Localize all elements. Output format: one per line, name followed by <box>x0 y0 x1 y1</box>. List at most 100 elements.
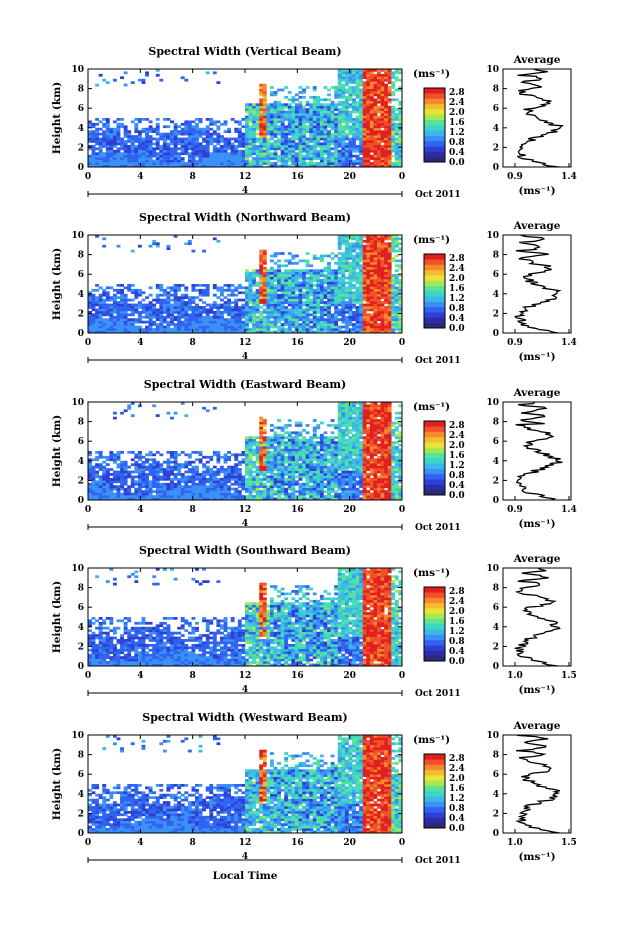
heatmap-cell <box>394 122 399 126</box>
heatmap-cell <box>277 137 281 141</box>
heatmap-cell <box>337 235 342 238</box>
heatmap-cell <box>98 164 103 168</box>
heatmap-cell <box>159 482 164 486</box>
heatmap-cell <box>112 330 117 334</box>
heatmap-cell <box>366 152 371 156</box>
heatmap-cell <box>209 492 214 496</box>
heatmap-cell <box>294 159 299 163</box>
heatmap-cell <box>387 244 392 248</box>
heatmap-cell <box>245 473 249 476</box>
heatmap-cell <box>330 159 335 163</box>
heatmap-cell <box>202 315 207 319</box>
heatmap-cell <box>184 453 189 457</box>
heatmap-cell <box>287 113 292 116</box>
heatmap-cell <box>277 259 281 263</box>
heatmap-cell <box>262 149 267 153</box>
heatmap-cell <box>141 78 146 82</box>
heatmap-cell <box>330 105 335 109</box>
heatmap-cell <box>291 157 296 160</box>
heatmap-cell <box>102 306 107 309</box>
heatmap-cell <box>309 132 314 136</box>
heatmap-cell <box>223 470 228 474</box>
heatmap-cell <box>277 274 281 277</box>
heatmap-cell <box>352 266 356 270</box>
heatmap-cell <box>337 71 342 75</box>
heatmap-cell <box>262 88 267 92</box>
heatmap-cell <box>366 298 371 302</box>
heatmap-cell <box>95 482 100 486</box>
heatmap-cell <box>88 303 92 307</box>
heatmap-cell <box>312 120 317 124</box>
heatmap-cell <box>287 147 292 151</box>
colorbar-tick-label: 0.8 <box>449 304 465 314</box>
heatmap-cell <box>262 83 267 87</box>
heatmap-cell <box>277 315 281 319</box>
heatmap-cell <box>187 239 192 243</box>
heatmap-cell <box>127 288 132 292</box>
heatmap-cell <box>273 162 278 165</box>
heatmap-cell <box>223 137 228 141</box>
heatmap-cell <box>230 142 235 146</box>
heatmap-cell <box>359 257 364 260</box>
heatmap-cell <box>105 303 110 307</box>
heatmap-cell <box>377 276 381 280</box>
heatmap-cell <box>166 162 171 165</box>
heatmap-cell <box>302 320 306 324</box>
heatmap-cell <box>366 284 371 287</box>
heatmap-cell <box>109 132 114 136</box>
heatmap-cell <box>291 313 296 317</box>
heatmap-cell <box>369 95 374 99</box>
heatmap-cell <box>337 308 342 312</box>
heatmap-cell <box>323 281 328 285</box>
heatmap-cell <box>312 98 317 102</box>
heatmap-cell <box>98 323 103 326</box>
heatmap-cell <box>212 71 217 75</box>
heatmap-cell <box>259 157 264 160</box>
heatmap-cell <box>216 451 221 454</box>
heatmap-cell <box>312 115 317 119</box>
heatmap-cell <box>330 271 335 275</box>
heatmap-cell <box>373 144 378 148</box>
heatmap-cell <box>298 110 303 114</box>
heatmap-cell <box>362 135 367 138</box>
heatmap-cell <box>245 110 249 114</box>
heatmap-cell <box>91 125 96 129</box>
heatmap-cell <box>302 315 306 319</box>
heatmap-cell <box>387 108 392 111</box>
heatmap-cell <box>344 164 349 168</box>
heatmap-cell <box>355 157 360 160</box>
heatmap-cell <box>269 306 274 309</box>
heatmap-cell <box>187 132 192 136</box>
heatmap-cell <box>91 313 96 317</box>
heatmap-cell <box>366 78 371 82</box>
heatmap-cell <box>305 154 310 158</box>
heatmap-cell <box>334 140 339 143</box>
heatmap-cell <box>362 293 367 297</box>
heatmap-cell <box>137 451 142 454</box>
heatmap-cell <box>373 122 378 126</box>
heatmap-cell <box>248 149 253 153</box>
heatmap-cell <box>277 159 281 163</box>
heatmap-cell <box>391 330 396 334</box>
heatmap-cell <box>273 127 278 131</box>
heatmap-cell <box>369 125 374 129</box>
heatmap-cell <box>109 164 114 168</box>
heatmap-cell <box>184 315 189 319</box>
heatmap-cell <box>248 110 253 114</box>
heatmap-cell <box>102 313 107 317</box>
heatmap-cell <box>330 162 335 165</box>
heatmap-cell <box>316 279 321 282</box>
heatmap-cell <box>95 487 100 491</box>
heatmap-cell <box>184 313 189 317</box>
heatmap-cell <box>369 325 374 329</box>
heatmap-cell <box>391 274 396 277</box>
heatmap-cell <box>245 477 249 481</box>
heatmap-cell <box>195 118 199 121</box>
heatmap-cell <box>91 137 96 141</box>
heatmap-cell <box>309 162 314 165</box>
heatmap-cell <box>337 86 342 89</box>
heatmap-cell <box>159 328 164 331</box>
heatmap-cell <box>305 149 310 153</box>
heatmap-cell <box>344 247 349 250</box>
heatmap-cell <box>362 113 367 116</box>
